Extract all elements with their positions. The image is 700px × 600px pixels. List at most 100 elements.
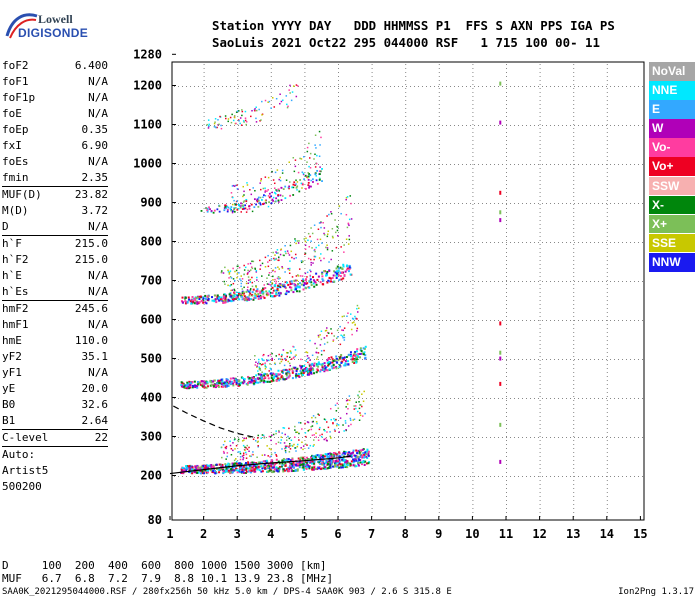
echo-point <box>330 365 333 368</box>
echo-point <box>221 299 224 302</box>
echo-point <box>180 468 183 471</box>
x-grid-dot <box>237 192 239 193</box>
x-grid-dot <box>371 248 373 249</box>
echo-point <box>259 381 262 384</box>
echo-point <box>294 349 297 351</box>
echo-point <box>336 465 339 468</box>
y-grid-dot <box>282 203 283 204</box>
y-grid-dot <box>294 242 295 243</box>
x-grid-dot <box>338 188 339 189</box>
x-grid-dot <box>304 116 306 117</box>
echo-point <box>254 379 257 382</box>
y-grid-dot <box>342 203 343 204</box>
y-grid-dot <box>234 398 235 399</box>
x-grid-dot <box>338 308 339 309</box>
y-grid-dot <box>418 359 419 360</box>
y-grid-dot <box>582 86 583 87</box>
x-grid-dot <box>371 308 373 309</box>
y-grid-dot <box>330 164 331 165</box>
echo-point <box>186 381 189 384</box>
y-grid-dot <box>318 281 319 282</box>
param-label: h`E <box>2 269 22 282</box>
x-grid-dot <box>506 388 507 389</box>
x-grid-dot <box>270 168 272 169</box>
y-grid-dot <box>550 398 551 399</box>
x-grid-dot <box>270 136 272 137</box>
x-grid-dot <box>573 424 575 425</box>
y-grid-dot <box>226 281 227 282</box>
y-grid-dot <box>538 164 539 165</box>
x-grid-dot <box>237 220 239 221</box>
echo-point <box>275 375 278 378</box>
x-grid-dot <box>506 492 507 493</box>
x-grid-dot <box>606 260 608 261</box>
y-grid-dot <box>246 320 247 321</box>
param-row: fxI 6.90 <box>2 138 108 154</box>
y-grid-dot <box>546 398 547 399</box>
echo-point <box>329 435 332 438</box>
y-grid-dot <box>590 281 591 282</box>
echo-point <box>254 297 257 300</box>
y-grid-dot <box>562 242 563 243</box>
echo-point <box>321 433 323 436</box>
echo-point <box>203 469 206 472</box>
echo-point <box>356 354 359 357</box>
x-grid-dot <box>606 96 608 97</box>
echo-point <box>339 266 342 269</box>
x-grid-dot <box>573 332 575 333</box>
echo-point <box>342 358 345 361</box>
echo-point <box>188 384 191 387</box>
logo-lowell: Lowell <box>38 12 73 26</box>
y-grid-dot <box>550 320 551 321</box>
y-grid-dot <box>306 125 307 126</box>
y-grid-dot <box>362 320 363 321</box>
y-grid-dot <box>434 281 435 282</box>
y-grid-dot <box>218 281 219 282</box>
x-grid-dot <box>371 360 373 361</box>
x-grid-dot <box>573 448 575 449</box>
echo-point <box>361 405 363 408</box>
y-grid-dot <box>414 164 415 165</box>
y-grid-dot <box>518 398 519 399</box>
y-grid-dot <box>482 437 483 438</box>
echo-point <box>247 297 250 300</box>
y-grid-dot <box>638 242 639 243</box>
echo-point <box>227 471 230 474</box>
x-grid-dot <box>304 292 306 293</box>
y-grid-dot <box>446 359 447 360</box>
y-grid-dot <box>186 281 187 282</box>
y-grid-dot <box>486 86 487 87</box>
echo-point <box>257 297 260 300</box>
y-grid-dot <box>398 359 399 360</box>
x-grid-dot <box>606 328 608 329</box>
echo-point <box>302 372 305 375</box>
y-grid-dot <box>330 125 331 126</box>
echo-point <box>328 361 331 364</box>
y-grid-dot <box>542 164 543 165</box>
y-grid-dot <box>274 398 275 399</box>
y-grid-dot <box>634 281 635 282</box>
y-grid-dot <box>262 242 263 243</box>
echo-point <box>313 444 315 446</box>
echo-point <box>183 386 186 389</box>
y-grid-dot <box>358 320 359 321</box>
x-grid-dot <box>338 328 339 329</box>
x-grid-dot <box>472 248 474 249</box>
x-grid-dot <box>606 316 608 317</box>
x-grid-dot <box>573 420 575 421</box>
echo-point <box>225 378 228 381</box>
y-grid-dot <box>294 359 295 360</box>
y-grid-dot <box>330 86 331 87</box>
param-label: yF2 <box>2 350 22 363</box>
param-row: Auto: <box>2 446 108 463</box>
echo-point <box>292 345 294 348</box>
echo-point <box>330 460 333 463</box>
y-grid-dot <box>342 320 343 321</box>
echo-point <box>354 317 357 320</box>
echo-point <box>343 334 345 336</box>
x-grid-dot <box>405 68 407 69</box>
echo-point <box>288 368 291 371</box>
echo-point <box>338 364 341 367</box>
x-grid-dot <box>371 132 373 133</box>
x-grid-dot <box>573 380 575 381</box>
